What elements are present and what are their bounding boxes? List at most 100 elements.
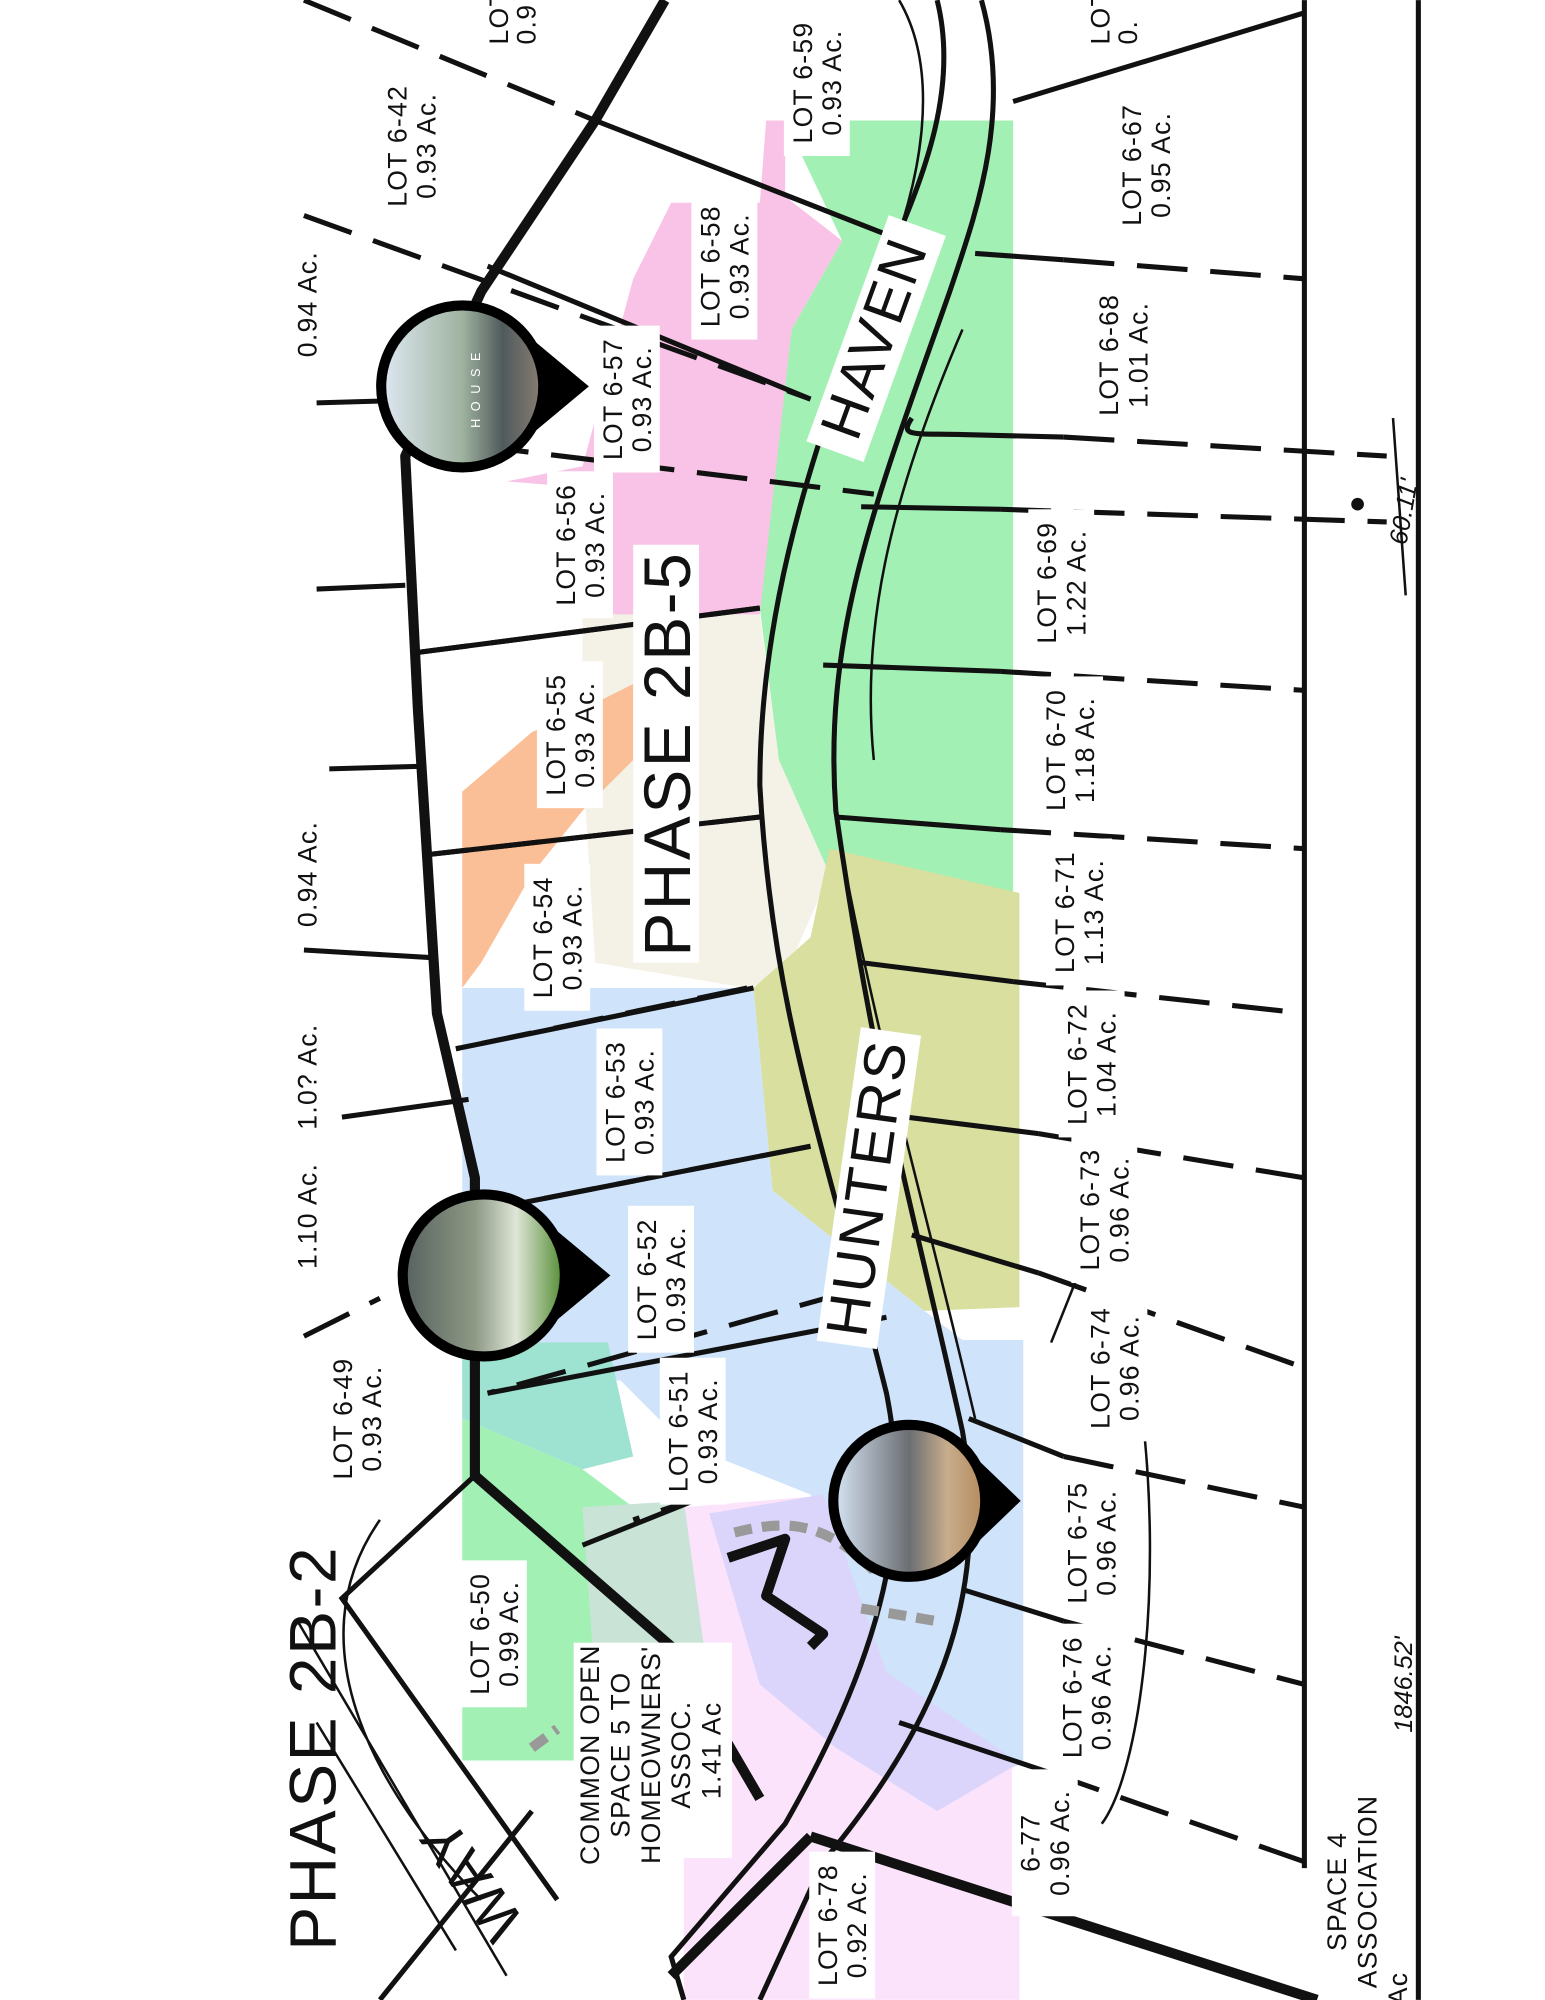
house-photo-pin[interactable]: HOUSE	[376, 300, 589, 473]
lot-label: LOT 6-721.04 Ac.	[1058, 990, 1125, 1138]
pin-caption: HOUSE	[469, 345, 483, 428]
lot-label: LOT 6-530.93 Ac.	[596, 1028, 663, 1176]
phase-label: PHASE 2B-5	[630, 551, 704, 957]
svg-text:LOT 6-740.96 Ac.: LOT 6-740.96 Ac.	[1085, 1307, 1144, 1429]
lot-area: 0.93 Ac.	[627, 346, 657, 452]
house-photo-pin[interactable]	[828, 1419, 1021, 1582]
house-photo-pin[interactable]	[397, 1189, 611, 1362]
lot-area: 0.96 Ac.	[1092, 1490, 1122, 1596]
lot-area: 1.22 Ac.	[1061, 530, 1091, 636]
lot-label: LOT 6-780.92 Ac.	[809, 1851, 876, 1999]
lot-label: LOT 6-420.93 Ac.	[378, 72, 445, 220]
svg-text:6-770.96 Ac.: 6-770.96 Ac.	[1016, 1790, 1075, 1896]
lot-label: LOT 6-510.93 Ac.	[659, 1357, 726, 1505]
lot-area: 0.92 Ac.	[842, 1872, 872, 1978]
lot-area: 1.01 Ac.	[1123, 302, 1153, 408]
lot-number: LOT 6-54	[528, 876, 558, 998]
svg-text:LOT 6-681.01 Ac.: LOT 6-681.01 Ac.	[1094, 294, 1153, 416]
lot-area: 1.18 Ac.	[1070, 697, 1100, 803]
svg-text:LOT 6-520.93 Ac.: LOT 6-520.93 Ac.	[632, 1218, 691, 1340]
lot-number: LOT 6-56	[551, 484, 581, 606]
svg-text:LOT 6-540.93 Ac.: LOT 6-540.93 Ac.	[528, 876, 587, 998]
svg-text:LOT 6-721.04 Ac.: LOT 6-721.04 Ac.	[1063, 1003, 1122, 1125]
partial-area-label: 1.10 Ac.	[293, 1163, 323, 1269]
lot-area: 0.93 Ac.	[357, 1365, 387, 1471]
lot-number: LOT 6-59	[788, 22, 818, 144]
partial-area-label: 0.94 Ac.	[293, 821, 323, 927]
lot-label: LOT 6-540.93 Ac.	[524, 863, 591, 1011]
svg-text:LOT 6-570.93 Ac.: LOT 6-570.93 Ac.	[598, 338, 657, 460]
partial-lot-label: LOT	[484, 0, 514, 45]
lot-area: 0.99 Ac.	[494, 1581, 524, 1687]
svg-text:LOT 6-550.93 Ac.: LOT 6-550.93 Ac.	[541, 674, 600, 796]
space-4-label: SPACE 4 ASSOCIATION Ac	[1322, 1786, 1413, 2000]
lot-area: 0.93 Ac.	[693, 1378, 723, 1484]
lot-area: 0.93 Ac.	[570, 682, 600, 788]
lot-number: LOT 6-50	[465, 1573, 495, 1695]
svg-text:LOT 6-760.96 Ac.: LOT 6-760.96 Ac.	[1058, 1636, 1117, 1758]
svg-text:LOT 6-730.96 Ac.: LOT 6-730.96 Ac.	[1075, 1149, 1134, 1271]
lot-area: 0.93 Ac.	[557, 884, 587, 990]
svg-text:LOT 6-530.93 Ac.: LOT 6-530.93 Ac.	[600, 1041, 659, 1163]
lot-area: 0.93 Ac.	[724, 213, 754, 319]
partial-area-label: 1.0? Ac.	[293, 1024, 323, 1130]
lot-area: 1.04 Ac.	[1092, 1011, 1122, 1117]
svg-text:LOT 6-590.93 Ac.: LOT 6-590.93 Ac.	[788, 22, 847, 144]
svg-text:SPACE 4 ASSOCIATION: SPACE 4 ASSOCIATION Ac	[1322, 1786, 1413, 2000]
lot-number: LOT 6-68	[1094, 294, 1124, 416]
lot-number: LOT 6-72	[1063, 1003, 1093, 1125]
lot-number: LOT 6-58	[695, 205, 725, 327]
lot-number: LOT 6-55	[541, 674, 571, 796]
lot-label: LOT 6-711.13 Ac.	[1046, 838, 1112, 986]
zone-gray-green	[582, 1500, 710, 1685]
lot-number: LOT 6-52	[632, 1218, 662, 1340]
svg-text:COMMON OPEN SPACE 5 TO: COMMON OPEN SPACE 5 TO HOMEOWNERS' ASSOC…	[575, 1636, 727, 1865]
svg-text:LOT 6-500.99 Ac.: LOT 6-500.99 Ac.	[465, 1573, 524, 1695]
lot-area: 0.96 Ac.	[1045, 1790, 1075, 1896]
lot-label: 6-770.96 Ac.	[1011, 1769, 1078, 1917]
lot-area: 0.93 Ac.	[629, 1049, 659, 1155]
lot-label: LOT 6-740.96 Ac.	[1081, 1294, 1148, 1442]
svg-text:LOT 6-780.92 Ac.: LOT 6-780.92 Ac.	[813, 1864, 872, 1986]
dimension-label: 1846.52'	[1390, 1635, 1418, 1732]
phase-label: PHASE 2B-2	[276, 1545, 350, 1951]
lot-label: LOT 6-701.18 Ac.	[1037, 676, 1104, 824]
svg-text:LOT 6-420.93 Ac.: LOT 6-420.93 Ac.	[383, 85, 442, 207]
svg-text:LOT 6-670.95 Ac.: LOT 6-670.95 Ac.	[1117, 104, 1176, 226]
svg-text:LOT 6-580.93 Ac.: LOT 6-580.93 Ac.	[695, 205, 754, 327]
partial-area-label: 0.94 Ac.	[293, 251, 323, 357]
lot-label: LOT 6-560.93 Ac.	[547, 471, 613, 619]
lot-area: 0.93 Ac.	[580, 492, 610, 598]
lot-number: LOT 6-75	[1063, 1482, 1093, 1604]
svg-text:LOT 6-560.93 Ac.: LOT 6-560.93 Ac.	[551, 484, 610, 606]
svg-text:LOT 6-510.93 Ac.: LOT 6-510.93 Ac.	[664, 1370, 723, 1492]
lot-area: 0.93 Ac.	[412, 93, 442, 199]
svg-text:LOT0.9: LOT0.9	[484, 0, 542, 45]
space4-line: SPACE 4	[1322, 1832, 1352, 1951]
lot-area: 0.93 Ac.	[661, 1226, 691, 1332]
lot-label: LOT 6-570.93 Ac.	[593, 325, 660, 473]
space4-line: Ac	[1383, 1972, 1413, 2000]
space4-line: ASSOCIATION	[1353, 1795, 1383, 1989]
lot-number: 6-77	[1016, 1814, 1046, 1872]
lot-label: LOT 6-750.96 Ac.	[1058, 1469, 1125, 1617]
svg-text:LOT 6-691.22 Ac.: LOT 6-691.22 Ac.	[1032, 522, 1091, 644]
lot-label: LOT 6-730.96 Ac.	[1071, 1136, 1138, 1284]
lot-number: LOT 6-71	[1050, 851, 1080, 973]
lot-number: LOT 6-51	[664, 1370, 694, 1492]
lot-number: LOT 6-73	[1075, 1149, 1105, 1271]
lot-number: LOT 6-53	[600, 1041, 630, 1163]
partial-area-label: 0.9	[512, 4, 542, 45]
lot-label: LOT 6-590.93 Ac.	[783, 9, 850, 156]
lot-labels: LOT 6-420.93 Ac.LOT 6-490.93 Ac.LOT 6-50…	[324, 9, 1180, 1999]
lot-label: LOT 6-500.99 Ac.	[460, 1560, 527, 1708]
lot-label: LOT 6-681.01 Ac.	[1090, 281, 1157, 429]
svg-text:LOT 6-711.13 Ac.: LOT 6-711.13 Ac.	[1050, 851, 1109, 973]
lot-number: LOT 6-69	[1032, 522, 1062, 644]
lot-label: LOT 6-520.93 Ac.	[628, 1205, 694, 1353]
lot-number: LOT 6-76	[1058, 1636, 1088, 1758]
lot-area: 0.95 Ac.	[1146, 112, 1176, 218]
lot-label: LOT 6-760.96 Ac.	[1053, 1623, 1120, 1771]
lot-area: 0.96 Ac.	[1087, 1644, 1117, 1750]
